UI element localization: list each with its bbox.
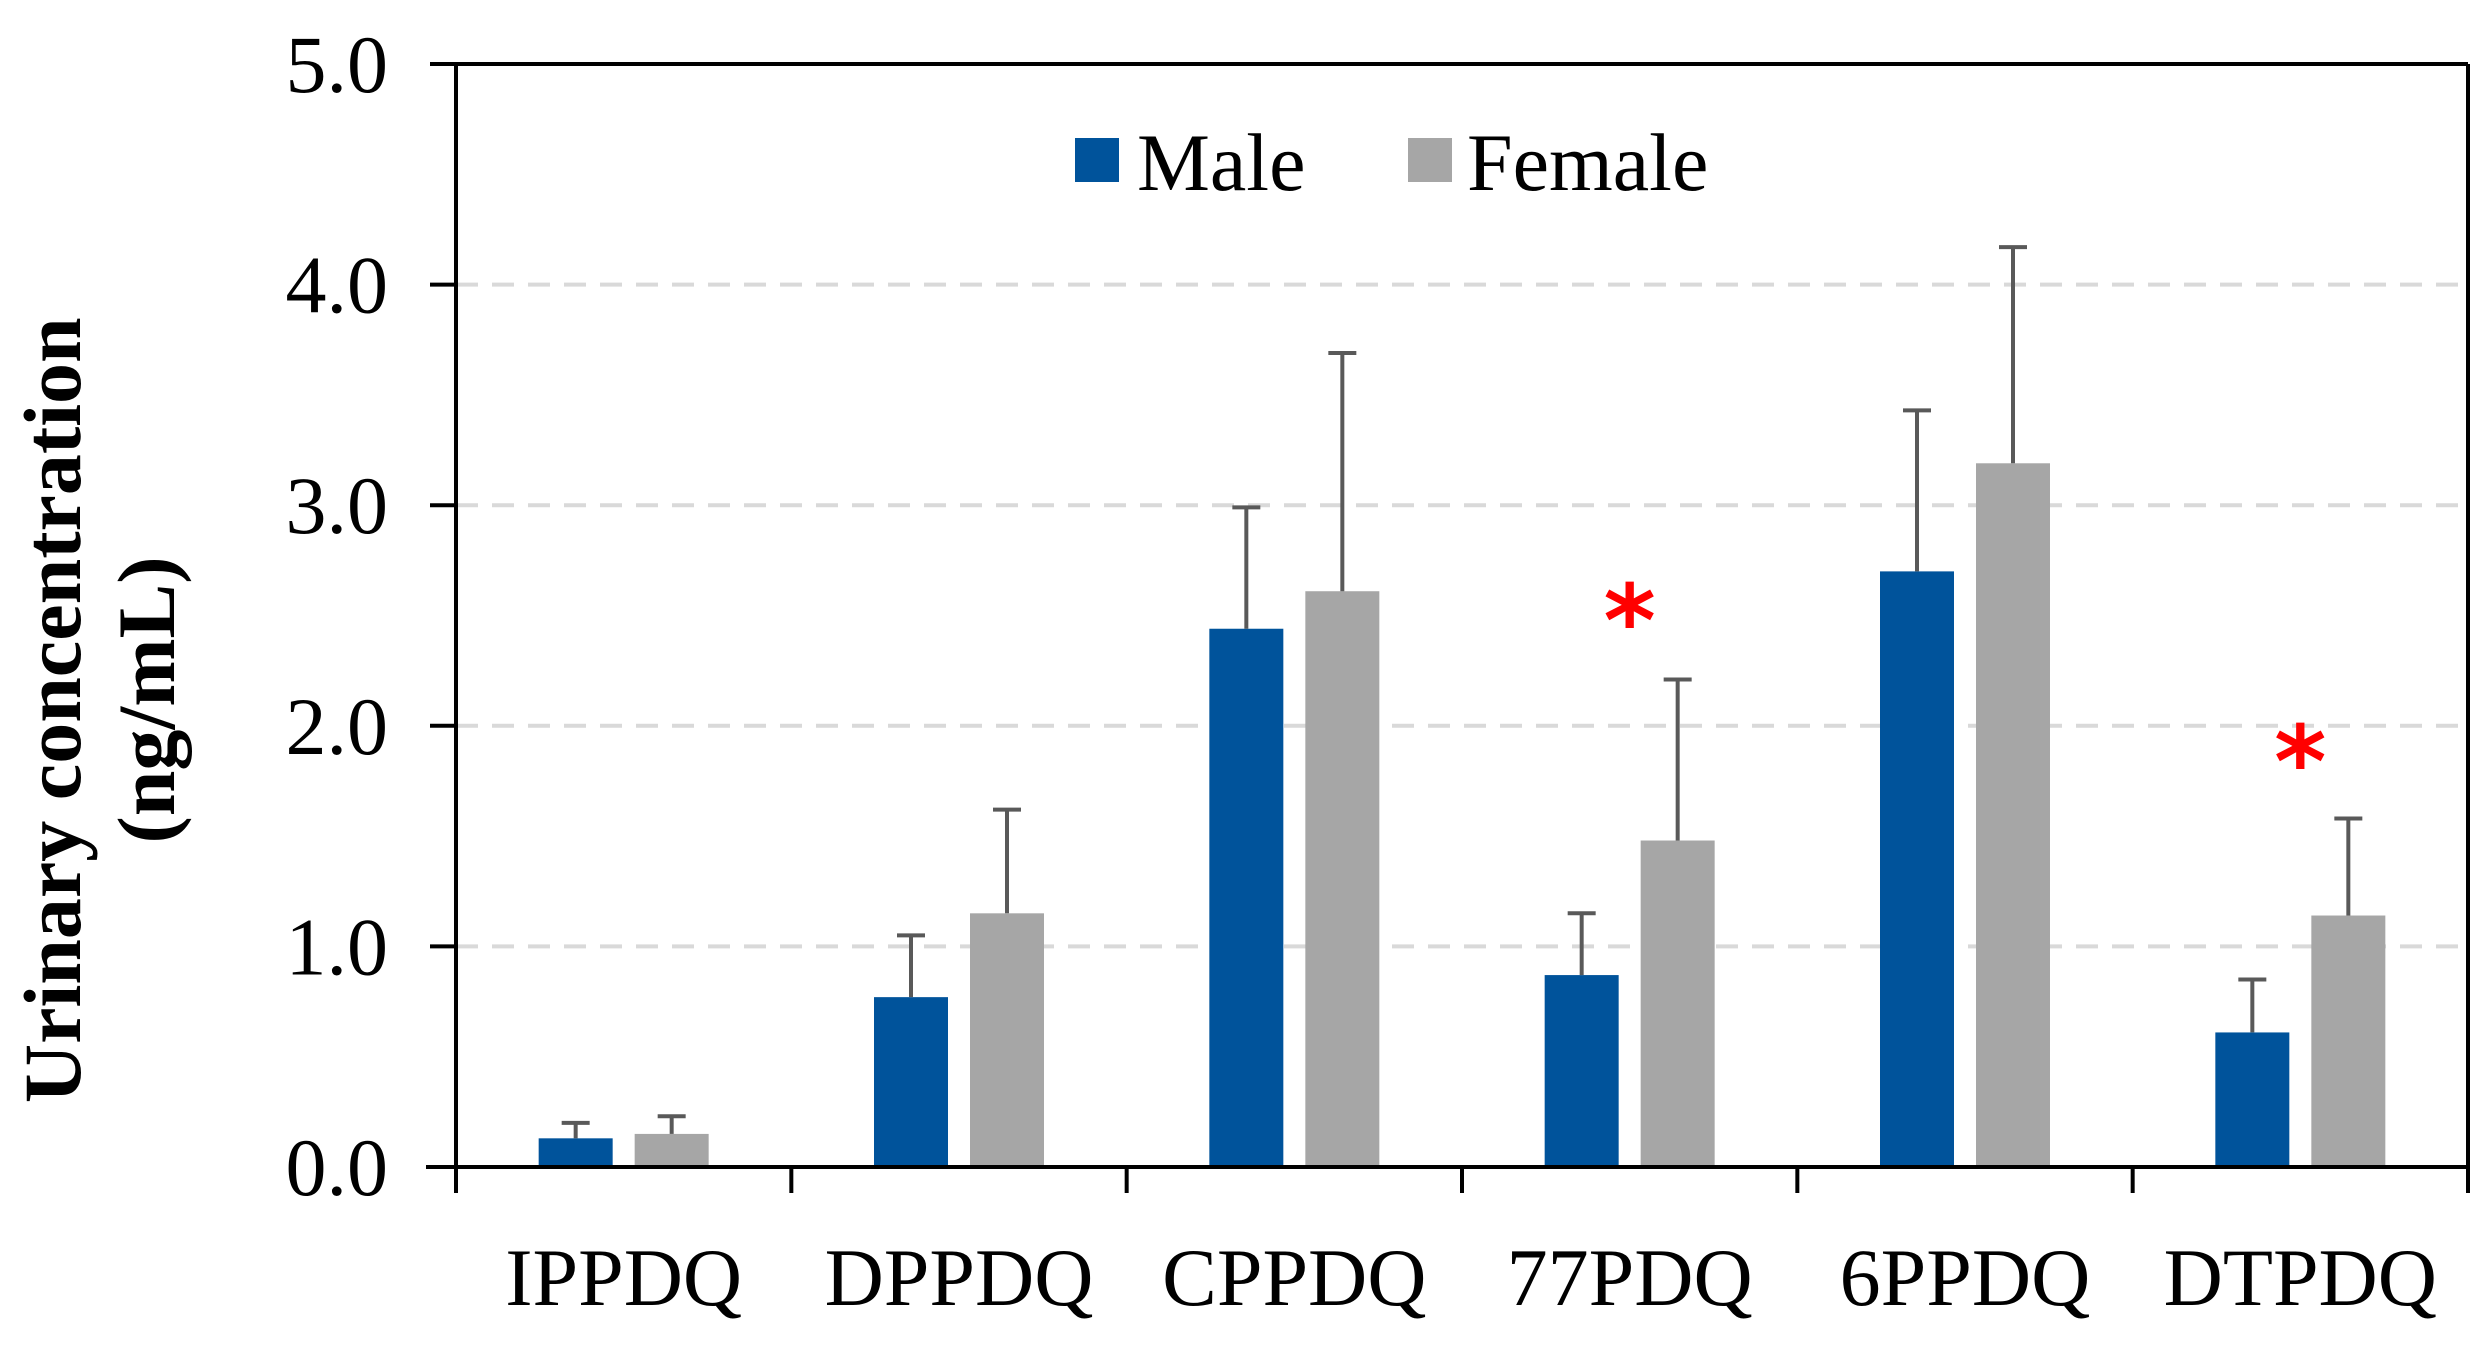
bar-male-6ppdq bbox=[1880, 571, 1954, 1167]
x-tick-label-cppdq: CPPDQ bbox=[1162, 1232, 1426, 1323]
legend-swatch-male bbox=[1075, 138, 1119, 182]
y-tick-label: 4.0 bbox=[286, 240, 389, 331]
y-axis-label: Urinary concentration (ng/mL) bbox=[7, 297, 192, 1103]
annotations: ** bbox=[1604, 563, 2327, 821]
axis-labels: IPPDQ DPPDQ CPPDQ 77PDQ 6PPDQ DTPDQ 0.0 1.0 2.0 3… bbox=[286, 19, 2438, 1323]
legend-swatch-female bbox=[1408, 138, 1452, 182]
y-tick-label: 2.0 bbox=[286, 681, 389, 772]
significance-marker-77pdq: * bbox=[1604, 563, 1656, 680]
y-tick-label: 3.0 bbox=[286, 460, 389, 551]
bar-female-6ppdq bbox=[1976, 463, 2050, 1167]
legend-label-male: Male bbox=[1137, 117, 1305, 208]
legend-label-female: Female bbox=[1467, 117, 1708, 208]
y-tick-label: 5.0 bbox=[286, 19, 389, 110]
axes bbox=[426, 62, 2470, 1193]
bar-female-ippdq bbox=[634, 1133, 709, 1167]
x-tick-label-dtpdq: DTPDQ bbox=[2164, 1232, 2437, 1323]
bars bbox=[538, 463, 2386, 1167]
x-tick-label-dppdq: DPPDQ bbox=[825, 1232, 1094, 1323]
significance-marker-dtpdq: * bbox=[2274, 704, 2326, 821]
bar-female-77pdq bbox=[1640, 840, 1715, 1167]
bar-male-dtpdq bbox=[2215, 1032, 2290, 1167]
bar-male-ippdq bbox=[538, 1138, 613, 1167]
x-tick-label-ippdq: IPPDQ bbox=[505, 1232, 742, 1323]
x-tick-label-6ppdq: 6PPDQ bbox=[1840, 1232, 2091, 1323]
y-tick-label: 0.0 bbox=[286, 1122, 389, 1213]
gridlines bbox=[456, 282, 2468, 949]
legend: Male Female bbox=[1075, 117, 1708, 208]
x-tick-label-77pdq: 77PDQ bbox=[1507, 1232, 1753, 1323]
bar-female-cppdq bbox=[1305, 591, 1380, 1167]
error-bars bbox=[561, 245, 2363, 1139]
y-axis-label-line-2: (ng/mL) bbox=[101, 557, 192, 844]
y-axis-label-line-1: Urinary concentration bbox=[7, 317, 98, 1103]
bar-male-dppdq bbox=[874, 997, 948, 1167]
y-tick-label: 1.0 bbox=[286, 901, 389, 992]
bar-male-77pdq bbox=[1544, 975, 1619, 1167]
bar-female-dtpdq bbox=[2311, 915, 2386, 1167]
bar-male-cppdq bbox=[1209, 628, 1284, 1167]
bar-female-dppdq bbox=[970, 913, 1044, 1167]
